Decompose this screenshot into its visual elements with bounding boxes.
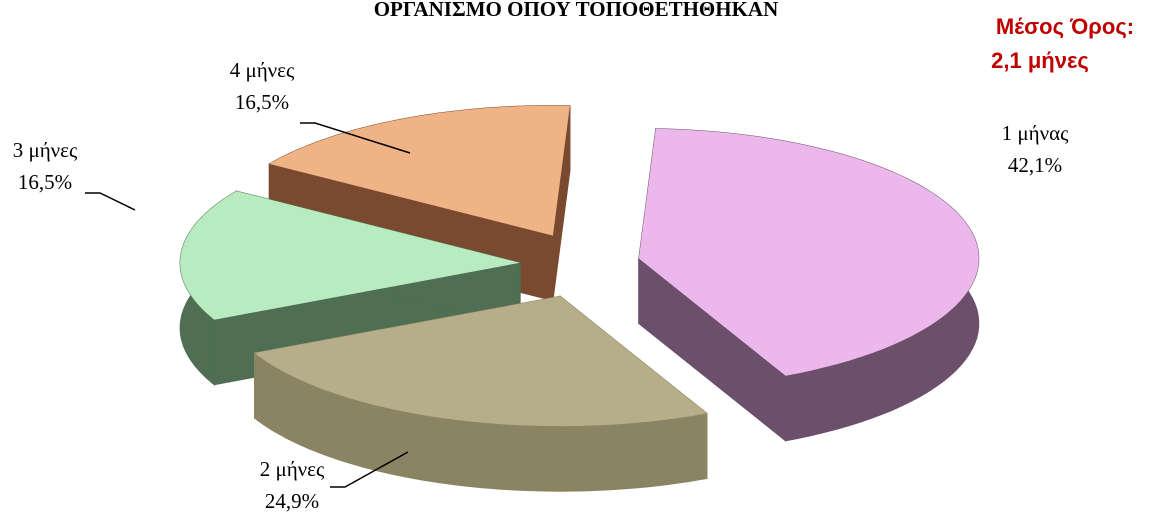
annotation: 2,1 μήνες: [991, 48, 1089, 73]
data-label: 2 μήνες: [260, 457, 325, 481]
data-label: 24,9%: [265, 489, 319, 513]
data-label: 4 μήνες: [230, 58, 295, 82]
leader-lines: [85, 122, 411, 488]
leader-line: [300, 122, 411, 154]
data-label: 1 μήνας: [1002, 121, 1069, 145]
leader-line: [85, 192, 136, 211]
data-label: 16,5%: [235, 90, 289, 114]
slice: [179, 190, 521, 386]
data-label: 3 μήνες: [13, 138, 78, 162]
pie: [179, 105, 980, 492]
slice: [638, 128, 980, 442]
chart-title: ΟΡΓΑΝΙΣΜΟ ΟΠΟΥ ΤΟΠΟΘΕΤΗΘΗΚΑΝ: [374, 0, 779, 21]
slice: [269, 105, 570, 236]
data-label: 42,1%: [1008, 153, 1062, 177]
slice: [254, 295, 708, 492]
annotation: Μέσος Όρος:: [996, 14, 1134, 39]
slice: [254, 296, 707, 427]
data-label: 16,5%: [18, 170, 72, 194]
leader-line: [330, 451, 409, 488]
slice: [180, 191, 521, 320]
slice: [638, 128, 979, 376]
